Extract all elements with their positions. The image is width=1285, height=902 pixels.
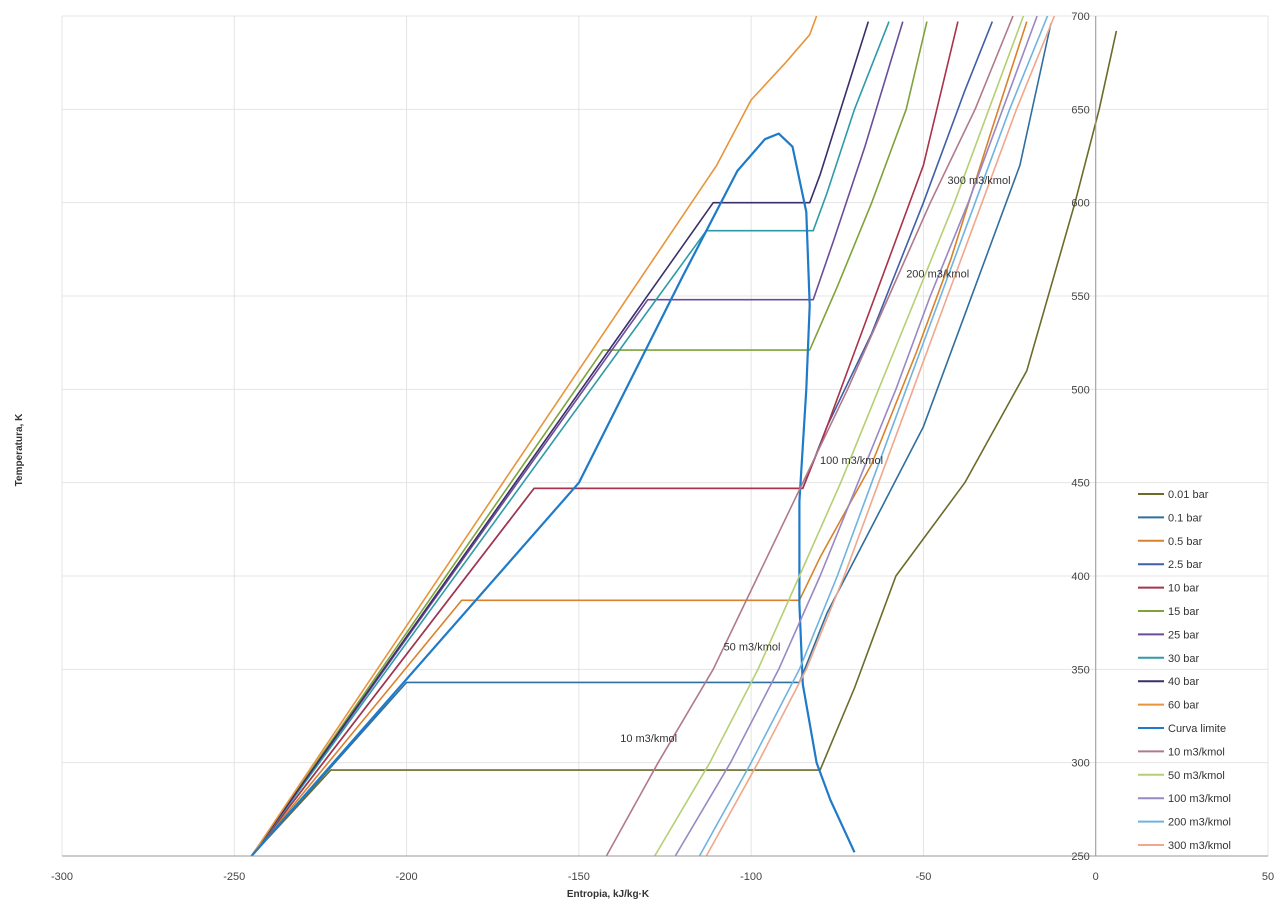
x-tick-label: -50 (915, 871, 931, 883)
series-line (654, 15, 1025, 857)
grid (61, 15, 1269, 857)
y-tick-label: 450 (1071, 478, 1089, 490)
series-line (705, 15, 1056, 857)
legend-label: 60 bar (1168, 700, 1200, 712)
x-tick-label: -300 (51, 871, 73, 883)
legend-label: 100 m3/kmol (1168, 793, 1231, 805)
legend-label: 0.01 bar (1168, 489, 1209, 501)
series-line (250, 21, 890, 857)
series-lines (250, 15, 1118, 857)
legend-label: 0.5 bar (1168, 536, 1203, 548)
curve-annotation: 300 m3/kmol (948, 175, 1011, 187)
y-tick-label: 550 (1071, 291, 1089, 303)
y-tick-label: 400 (1071, 571, 1089, 583)
series-line (250, 15, 818, 857)
y-tick-label: 600 (1071, 198, 1089, 210)
legend-label: 15 bar (1168, 606, 1200, 618)
y-tick-label: 300 (1071, 758, 1089, 770)
series-line (250, 23, 1052, 857)
legend-label: 300 m3/kmol (1168, 840, 1231, 852)
legend-label: 10 bar (1168, 583, 1200, 595)
curve-annotation: 200 m3/kmol (906, 268, 969, 280)
x-tick-label: -150 (568, 871, 590, 883)
series-line (250, 30, 1118, 857)
series-line (250, 21, 870, 857)
legend-label: Curva limite (1168, 723, 1226, 735)
axes: -300 -250 -200 -150 -100 -50 0 50 250 300 350 400 45… (51, 11, 1274, 883)
legend-label: 40 bar (1168, 676, 1200, 688)
curve-annotation: 50 m3/kmol (724, 642, 781, 654)
x-axis-title: Entropia, kJ/kg·K (567, 889, 650, 900)
series-line (250, 21, 959, 857)
series-line (674, 15, 1038, 857)
series-line (605, 15, 1014, 857)
legend-label: 30 bar (1168, 653, 1200, 665)
y-tick-label: 350 (1071, 664, 1089, 676)
y-tick-label: 700 (1071, 11, 1089, 23)
y-tick-label: 500 (1071, 384, 1089, 396)
series-line (250, 21, 904, 857)
y-tick-label: 250 (1071, 851, 1089, 863)
x-tick-label: 50 (1262, 871, 1274, 883)
curve-annotation: 10 m3/kmol (620, 733, 677, 745)
series-line (698, 15, 1049, 857)
series-line (250, 132, 856, 857)
curve-annotation: 100 m3/kmol (820, 455, 883, 467)
x-tick-label: -100 (740, 871, 762, 883)
legend-label: 50 m3/kmol (1168, 770, 1225, 782)
x-tick-label: -200 (396, 871, 418, 883)
legend-label: 2.5 bar (1168, 559, 1203, 571)
legend-label: 0.1 bar (1168, 512, 1203, 524)
x-tick-label: 0 (1093, 871, 1099, 883)
annotations: 10 m3/kmol 50 m3/kmol 100 m3/kmol 200 m3/km… (620, 175, 1010, 745)
legend-label: 25 bar (1168, 629, 1200, 641)
y-axis-title: Temperatura, K (14, 413, 25, 486)
legend: 0.01 bar 0.1 bar 0.5 bar 2.5 bar 10 bar 15 ba… (1138, 489, 1231, 852)
y-tick-label: 650 (1071, 104, 1089, 116)
series-line (250, 21, 1028, 857)
series-line (250, 21, 928, 857)
x-tick-label: -250 (223, 871, 245, 883)
legend-label: 10 m3/kmol (1168, 746, 1225, 758)
legend-label: 200 m3/kmol (1168, 817, 1231, 829)
